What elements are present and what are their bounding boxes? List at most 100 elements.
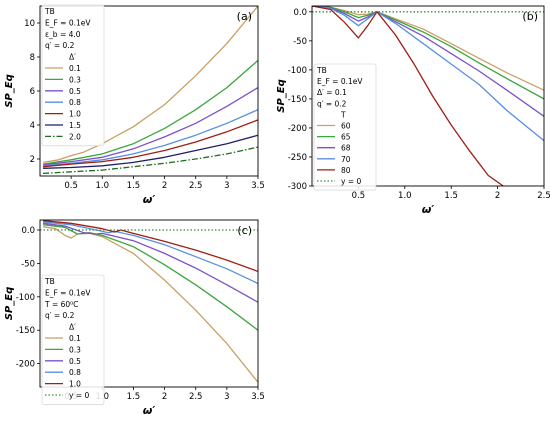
- legend-header-text: q′ = 0.2: [45, 311, 75, 320]
- y-tick-label: 0.0: [293, 8, 307, 18]
- x-tick-label: 3: [224, 181, 229, 191]
- series-line-5: [43, 220, 258, 273]
- series-line-3: [312, 6, 544, 117]
- series-line-3: [43, 222, 258, 303]
- series-line-4: [43, 109, 258, 167]
- legend-entry-label: 65: [341, 133, 351, 142]
- x-tick-label: 2.5: [189, 392, 203, 402]
- legend-entry-label: 70: [341, 155, 351, 164]
- x-tick-label: 3.5: [251, 181, 265, 191]
- series-line-7: [43, 146, 258, 175]
- legend: TB E_F = 0.1eV Δ′ = 0.1 q′ = 0.2 T 60 65 68 70 80…: [313, 63, 377, 191]
- series-group: [40, 220, 258, 383]
- legend-header-text: ε_b = 4.0: [45, 30, 81, 39]
- legend-entry-label: 0.1: [69, 334, 81, 343]
- y-tick-label: -50: [293, 37, 307, 47]
- legend-entry-label: 1.5: [69, 121, 81, 130]
- panel-label: (a): [237, 10, 252, 23]
- y-tick-label: 4: [30, 121, 35, 131]
- series-group: [42, 6, 258, 175]
- x-tick-label: 0.5: [64, 181, 78, 191]
- legend: TB E_F = 0.1eV ε_b = 4.0 q′ = 0.2 Δ′ 0.1 0.3 0.…: [41, 4, 105, 147]
- legend-header-text: T: [340, 110, 346, 119]
- x-tick-label: 2: [162, 392, 167, 402]
- x-axis-label: ω′: [422, 203, 435, 216]
- legend-entry-label: 0.3: [69, 345, 81, 354]
- legend-entry-label: 0.1: [69, 64, 81, 73]
- x-tick-label: 2: [162, 181, 167, 191]
- y-tick-label: -200: [16, 360, 35, 370]
- y-tick-label: 10: [24, 19, 35, 29]
- chart-panel-1: 0.5 1.0 1.5 2 2.5 3 3.5 2 4 6 8 10 ω′ SP_Eq (a) TB E_F =…: [4, 4, 265, 206]
- legend-entry-label: 0.3: [69, 75, 81, 84]
- legend-entry-label: 0.8: [69, 98, 81, 107]
- series-line-1: [42, 6, 258, 164]
- legend-header-text: Δ′: [69, 53, 76, 62]
- y-tick-label: -300: [288, 182, 307, 192]
- legend-entry-label: 0.8: [69, 368, 81, 377]
- legend-entry-label: 1.0: [69, 110, 81, 119]
- y-tick-label: 2: [30, 155, 35, 165]
- y-tick-label: -100: [16, 293, 35, 303]
- x-tick-label: 1.5: [444, 191, 458, 201]
- y-axis-label: SP_Eq: [276, 79, 287, 113]
- legend-header-text: q′ = 0.2: [317, 99, 347, 108]
- y-tick-label: 8: [30, 53, 35, 63]
- legend-entry-label: y = 0: [341, 177, 361, 186]
- legend-entry-label: 80: [341, 166, 351, 175]
- x-tick-label: 1.0: [96, 181, 110, 191]
- x-tick-label: 1.0: [398, 191, 412, 201]
- x-tick-label: 3: [224, 392, 229, 402]
- series-line-2: [43, 224, 258, 331]
- legend-header-text: E_F = 0.1eV: [45, 18, 91, 27]
- series-line-6: [43, 134, 258, 169]
- chart-panel-3: 0.5 1.0 1.5 2 2.5 3 3.5 0.0 -50 -100 -150 -200 ω′ SP_…: [4, 219, 265, 417]
- series-group: [312, 6, 544, 186]
- x-tick-label: 1.5: [127, 181, 141, 191]
- legend-header-text: TB: [316, 66, 327, 75]
- plot-frame: [311, 5, 545, 187]
- legend-entry-label: 2.0: [69, 132, 81, 141]
- series-line-5: [43, 119, 258, 168]
- legend-entry-label: 0.5: [69, 87, 81, 96]
- series-line-1: [42, 226, 258, 383]
- legend-header-text: TB: [44, 277, 55, 286]
- y-tick-label: -250: [288, 153, 307, 163]
- series-line-3: [43, 87, 258, 166]
- x-tick-label: 2.5: [189, 181, 203, 191]
- legend-header-text: Δ′ = 0.1: [317, 88, 347, 97]
- y-tick-label: 0.0: [21, 226, 35, 236]
- y-tick-label: -150: [288, 95, 307, 105]
- x-axis-label: ω′: [143, 193, 156, 206]
- x-tick-label: 2.5: [537, 191, 550, 201]
- y-tick-label: -50: [21, 259, 35, 269]
- x-axis-label: ω′: [143, 404, 156, 417]
- y-axis-label: SP_Eq: [4, 287, 15, 321]
- series-line-2: [312, 6, 544, 100]
- y-axis-label: SP_Eq: [4, 74, 15, 108]
- legend: TB E_F = 0.1eV T = 60⁰C q′ = 0.2 Δ′ 0.1 0.3 0.5…: [41, 274, 105, 405]
- y-tick-label: -200: [288, 124, 307, 134]
- legend-entry-label: y = 0: [69, 391, 89, 400]
- y-tick-label: -150: [16, 326, 35, 336]
- legend-header-text: Δ′: [69, 323, 76, 332]
- legend-entry-label: 1.0: [69, 380, 81, 389]
- plot-frame: [39, 219, 259, 388]
- legend-header-text: TB: [44, 7, 55, 16]
- y-tick-label: 6: [30, 87, 35, 97]
- legend-entry-label: 60: [341, 122, 351, 131]
- x-tick-label: 0.5: [352, 191, 366, 201]
- x-tick-label: 1.5: [127, 392, 141, 402]
- legend-header-text: q′ = 0.2: [45, 41, 75, 50]
- x-tick-label: 2: [495, 191, 500, 201]
- panel-label: (b): [522, 10, 538, 23]
- series-line-4: [312, 6, 544, 142]
- legend-header-text: T = 60⁰C: [44, 300, 78, 309]
- x-tick-label: 3.5: [251, 392, 265, 402]
- series-line-5: [312, 6, 504, 186]
- series-line-4: [43, 221, 258, 285]
- legend-box: [41, 4, 105, 147]
- y-tick-label: -100: [288, 66, 307, 76]
- panel-label: (c): [237, 224, 252, 237]
